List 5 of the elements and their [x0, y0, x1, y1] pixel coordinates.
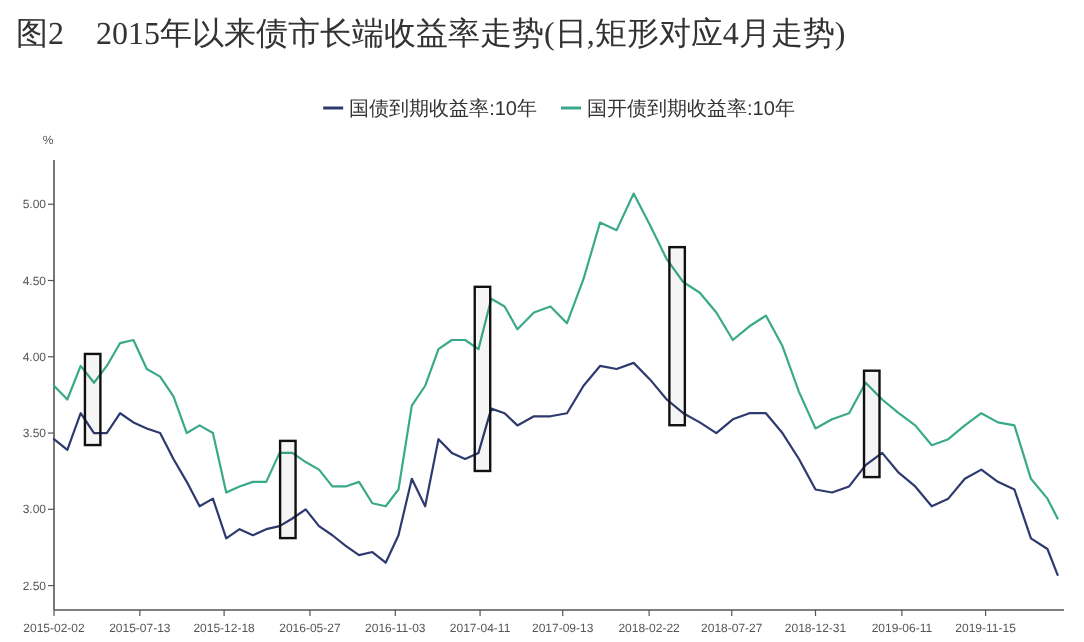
legend-label: 国债到期收益率:10年	[349, 97, 537, 121]
chart-title: 图2 2015年以来债市长端收益率走势(日,矩形对应4月走势)	[16, 16, 846, 52]
legend-label: 国开债到期收益率:10年	[587, 97, 795, 121]
line-series	[52, 361, 1059, 577]
line-series	[52, 192, 1059, 520]
